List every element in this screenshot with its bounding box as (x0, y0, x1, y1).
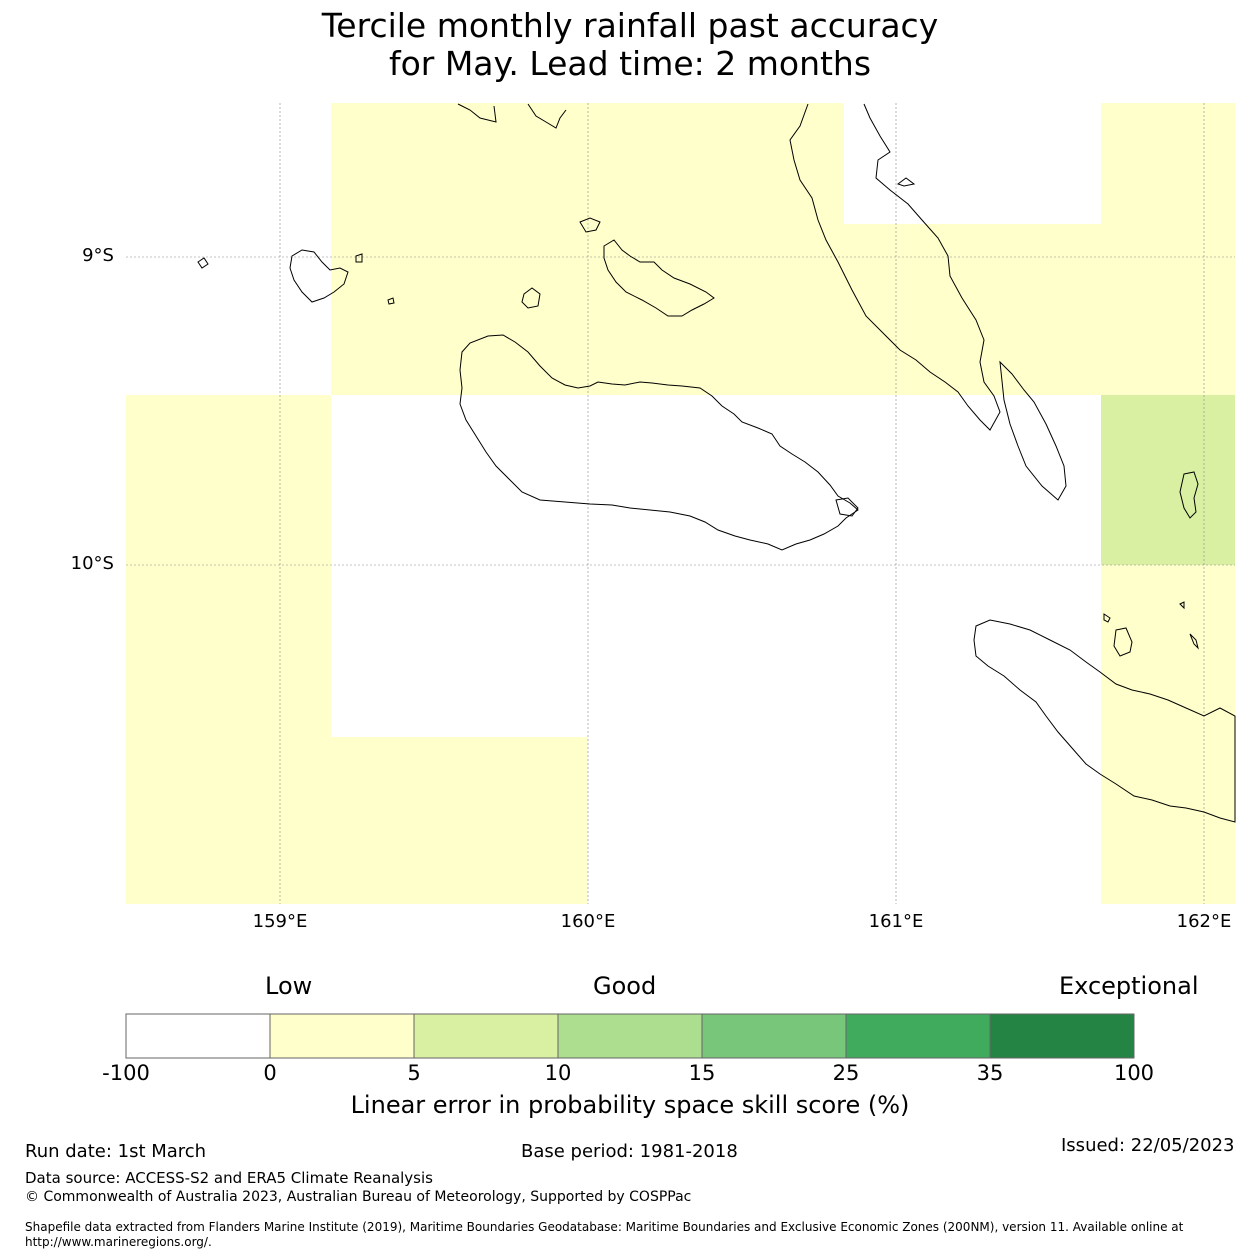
colorbar-swatch (989, 1013, 1135, 1059)
run-date: Run date: 1st March (25, 1141, 207, 1162)
island-east-3 (1103, 613, 1111, 623)
colorbar-swatch (413, 1013, 559, 1059)
island-florida (603, 239, 715, 317)
colorbar-label: Linear error in probability space skill … (350, 1091, 910, 1119)
skill-cell (1101, 395, 1235, 565)
lat-tick-label: 10°S (70, 553, 114, 574)
colorbar-swatch (269, 1013, 415, 1059)
island-east-2 (1113, 627, 1133, 657)
island-east-4 (1179, 601, 1185, 610)
colorbar-tick-label: 15 (688, 1061, 716, 1085)
issued-date: Issued: 22/05/2023 (1061, 1135, 1235, 1156)
skill-cell (126, 395, 331, 904)
island-east-6 (835, 497, 859, 517)
skill-cell (1101, 565, 1235, 904)
lon-tick-label: 160°E (560, 911, 616, 932)
island-malaita (789, 103, 1001, 431)
chart-title-line-2: for May. Lead time: 2 months (388, 44, 872, 83)
copyright: © Commonwealth of Australia 2023, Austra… (25, 1189, 692, 1205)
lon-tick-label: 161°E (868, 911, 924, 932)
island-ulawa (896, 177, 916, 187)
lon-tick-label: 159°E (252, 911, 308, 932)
island-north-1 (457, 103, 497, 123)
colorbar-tick-label: 25 (832, 1061, 860, 1085)
island-russell (289, 249, 349, 303)
colorbar-tick-label: 35 (976, 1061, 1004, 1085)
colorbar (125, 1013, 1135, 1059)
colorbar-tick-label: 5 (407, 1061, 421, 1085)
island-small (579, 217, 601, 233)
skill-cell (331, 103, 844, 395)
skill-cell (1101, 103, 1235, 395)
island-tiny-3 (355, 253, 363, 263)
island-savo (521, 287, 541, 309)
gridlines (126, 103, 1235, 904)
data-source: Data source: ACCESS-S2 and ERA5 Climate … (25, 1169, 433, 1187)
colorbar-swatch (557, 1013, 703, 1059)
lon-tick-label: 162°E (1176, 911, 1232, 932)
colorbar-tick-label: 0 (263, 1061, 277, 1085)
chart-title-line-1: Tercile monthly rainfall past accuracy (321, 6, 939, 45)
island-north-2 (527, 103, 567, 129)
lat-tick-label: 9°S (82, 245, 114, 266)
island-guadalcanal (459, 334, 859, 551)
colorbar-category-exceptional: Exceptional (1059, 972, 1199, 1000)
island-tiny-2 (387, 297, 395, 305)
shapefile-credit: Shapefile data extracted from Flanders M… (25, 1220, 1184, 1249)
colorbar-swatch (701, 1013, 847, 1059)
colorbar-category-good: Good (593, 972, 657, 1000)
base-period: Base period: 1981-2018 (521, 1141, 738, 1162)
colorbar-tick-label: -100 (102, 1061, 150, 1085)
skill-cell (844, 224, 1102, 395)
island-east-1 (1179, 471, 1199, 519)
island-west-tiny (197, 257, 209, 269)
colorbar-swatch (845, 1013, 991, 1059)
island-makira (973, 619, 1236, 823)
colorbar-tick-label: 10 (544, 1061, 572, 1085)
colorbar-tick-label: 100 (1113, 1061, 1155, 1085)
coastlines (197, 103, 1236, 823)
island-small-malaita (999, 360, 1067, 501)
skill-cell (331, 737, 588, 904)
colorbar-swatch (125, 1013, 271, 1059)
colorbar-category-low: Low (265, 972, 313, 1000)
island-east-5 (1189, 633, 1199, 650)
